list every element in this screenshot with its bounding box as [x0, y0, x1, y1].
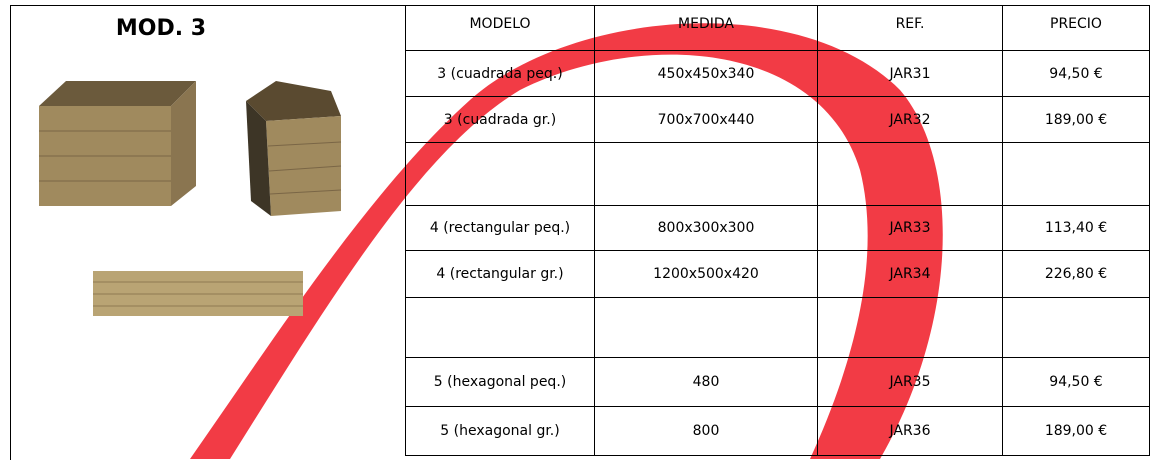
product-images — [39, 81, 342, 316]
cell: 800 — [594, 406, 818, 456]
row: 4 (rectangular gr.) 1200x500x420 JAR34 226,… — [405, 250, 1150, 298]
cell: 3 (cuadrada gr.) — [405, 96, 595, 143]
column-header: MEDIDA — [594, 5, 818, 51]
cell: JAR33 — [817, 205, 1003, 251]
cell: 94,50 € — [1002, 357, 1150, 407]
cell: 4 (rectangular peq.) — [405, 205, 595, 251]
row: 3 (cuadrada peq.) 450x450x340 JAR31 94,50 € — [405, 50, 1150, 97]
row: 5 (hexagonal peq.) 480 JAR35 94,50 € — [405, 357, 1150, 407]
price-table: MODELO MEDIDA REF. PRECIO 3 (cuadrada pe… — [405, 5, 1150, 456]
cell: 450x450x340 — [594, 50, 818, 97]
row: 5 (hexagonal gr.) 800 JAR36 189,00 € — [405, 406, 1150, 456]
cell: JAR34 — [817, 250, 1003, 298]
row: 4 (rectangular peq.) 800x300x300 JAR33 113,… — [405, 205, 1150, 251]
cell: 3 (cuadrada peq.) — [405, 50, 595, 97]
cell: 113,40 € — [1002, 205, 1150, 251]
cell: 226,80 € — [1002, 250, 1150, 298]
cell: 5 (hexagonal gr.) — [405, 406, 595, 456]
header-row: MODELO MEDIDA REF. PRECIO — [405, 5, 1150, 51]
column-header: PRECIO — [1002, 5, 1150, 51]
spacer-row — [405, 297, 1150, 358]
spacer-row — [405, 142, 1150, 206]
row: 3 (cuadrada gr.) 700x700x440 JAR32 189,00 € — [405, 96, 1150, 143]
model-panel: MOD. 3 — [10, 5, 406, 460]
cell: 800x300x300 — [594, 205, 818, 251]
column-header: MODELO — [405, 5, 595, 51]
model-title: MOD. 3 — [115, 16, 207, 41]
cell: 700x700x440 — [594, 96, 818, 143]
cell: 94,50 € — [1002, 50, 1150, 97]
cell: 189,00 € — [1002, 406, 1150, 456]
cell: 1200x500x420 — [594, 250, 818, 298]
cell: 5 (hexagonal peq.) — [405, 357, 595, 407]
cell: JAR35 — [817, 357, 1003, 407]
cell: JAR31 — [817, 50, 1003, 97]
cell: 189,00 € — [1002, 96, 1150, 143]
cell: 4 (rectangular gr.) — [405, 250, 595, 298]
cell: JAR32 — [817, 96, 1003, 143]
cell: 480 — [594, 357, 818, 407]
cell: JAR36 — [817, 406, 1003, 456]
column-header: REF. — [817, 5, 1003, 51]
